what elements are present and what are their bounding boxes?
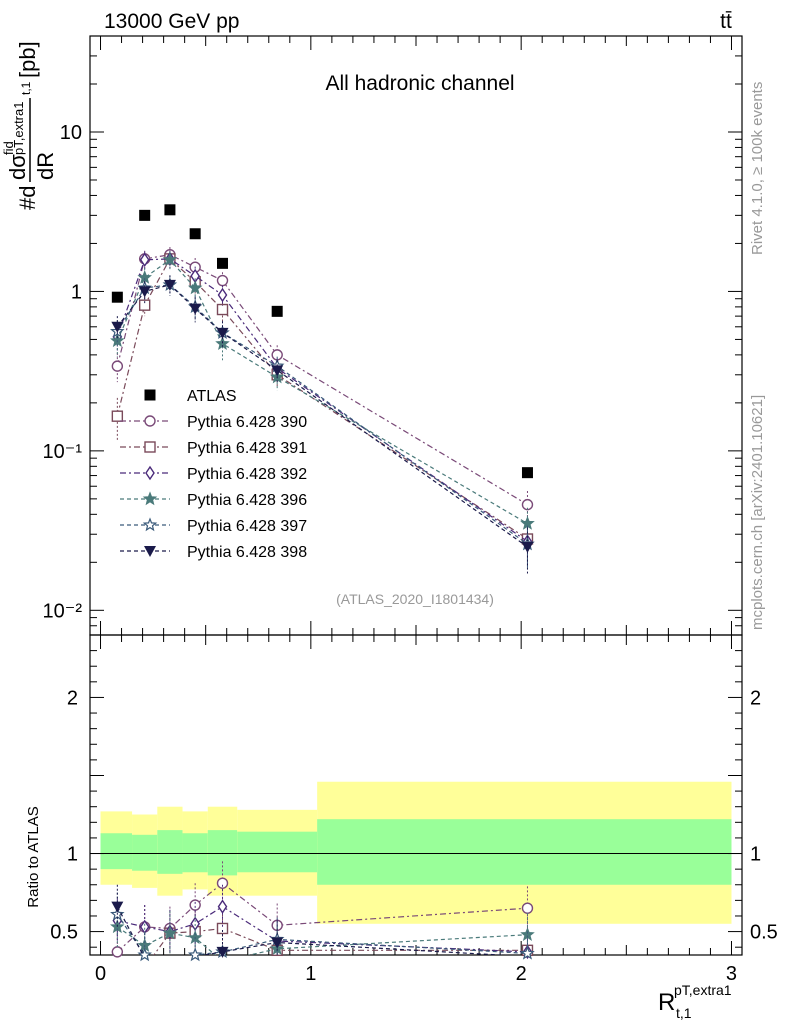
svg-text:pT,extra1: pT,extra1 <box>11 102 26 155</box>
data-point <box>189 303 202 315</box>
x-tick-label: 2 <box>516 963 527 985</box>
svg-text:pT,extra1: pT,extra1 <box>674 982 732 998</box>
stat-uncertainty-band <box>132 834 158 871</box>
x-tick-label: 0 <box>95 963 106 985</box>
energy-label: 13000 GeV pp <box>104 10 239 33</box>
svg-text:#d: #d <box>15 186 40 210</box>
stat-uncertainty-band <box>317 819 732 885</box>
y-tick-label: 10 <box>60 122 82 144</box>
data-point <box>163 279 176 291</box>
svg-text:R: R <box>658 989 675 1016</box>
legend-label: Pythia 6.428 391 <box>187 440 307 457</box>
legend-marker <box>142 491 158 506</box>
svg-text:dR: dR <box>33 152 58 180</box>
ratio-point <box>520 945 535 960</box>
data-point <box>189 228 201 240</box>
stat-uncertainty-band <box>207 830 238 876</box>
ratio-point <box>189 899 201 911</box>
ratio-y-tick-label: 0.5 <box>50 922 78 944</box>
y-tick-label: 10⁻¹ <box>43 441 83 463</box>
stat-uncertainty-band <box>100 833 133 870</box>
ratio-point <box>162 925 178 940</box>
ratio-ylabel: Ratio to ATLAS <box>25 806 42 907</box>
legend-label: ATLAS <box>187 388 237 405</box>
ratio-y-tick-label-right: 2 <box>750 687 761 709</box>
svg-text:t,1: t,1 <box>19 81 33 95</box>
data-point <box>217 257 229 269</box>
y-tick-label: 1 <box>71 281 82 303</box>
ratio-point <box>217 899 228 914</box>
data-point <box>271 305 283 317</box>
legend-label: Pythia 6.428 390 <box>187 414 307 431</box>
rivet-label: Rivet 4.1.0, ≥ 100k events <box>749 82 766 255</box>
data-point <box>521 467 533 479</box>
data-point <box>138 299 151 311</box>
ratio-point <box>271 937 284 949</box>
ratio-point <box>111 901 124 913</box>
ratio-point <box>137 947 152 962</box>
legend-marker <box>142 517 158 532</box>
ratio-y-tick-label: 1 <box>67 844 78 866</box>
ratio-y-tick-label-right: 1 <box>750 844 761 866</box>
data-point <box>111 321 124 333</box>
main-ylabel: #d dσ fid pT,extra1 dR t,1 [pb] <box>1 41 58 210</box>
svg-text:dσ: dσ <box>5 154 30 180</box>
data-point <box>111 291 123 303</box>
data-point <box>217 287 228 303</box>
data-point <box>111 360 124 372</box>
stat-uncertainty-band <box>237 831 318 873</box>
legend-label: Pythia 6.428 397 <box>187 518 307 535</box>
data-point <box>216 274 229 287</box>
mcplots-label: mcplots.cern.ch [arXiv:2401.10621] <box>749 395 766 630</box>
legend-marker <box>144 389 156 401</box>
ratio-point <box>216 946 229 958</box>
data-point <box>137 270 152 284</box>
y-tick-label: 10⁻² <box>43 600 83 622</box>
data-point <box>216 303 229 316</box>
data-point <box>162 252 178 266</box>
ratio-point <box>216 922 229 935</box>
legend-label: Pythia 6.428 398 <box>187 544 307 561</box>
ratio-point <box>111 946 124 958</box>
x-tick-label: 3 <box>726 963 737 985</box>
svg-text:t,1: t,1 <box>676 1005 692 1021</box>
legend-marker <box>144 546 156 557</box>
ratio-panel: 0 1 2 3 0.5 0.5 1 1 2 2 <box>50 634 778 985</box>
data-point <box>521 541 534 553</box>
analysis-label: (ATLAS_2020_I1801434) <box>336 591 494 607</box>
data-point <box>271 365 284 377</box>
data-point <box>139 209 151 221</box>
data-point <box>164 204 176 216</box>
stat-uncertainty-band <box>157 830 183 874</box>
ratio-y-tick-label: 2 <box>67 687 78 709</box>
ratio-point <box>216 877 229 889</box>
legend-label: Pythia 6.428 392 <box>187 466 307 483</box>
chart-title: All hadronic channel <box>325 72 514 95</box>
legend-marker <box>144 441 156 453</box>
x-axis-label: R pT,extra1 t,1 <box>658 982 732 1021</box>
data-point <box>111 410 124 422</box>
legend-label: Pythia 6.428 396 <box>187 492 307 509</box>
svg-text:[pb]: [pb] <box>15 41 40 78</box>
ratio-y-tick-label-right: 0.5 <box>750 922 778 944</box>
x-tick-label: 1 <box>305 963 316 985</box>
data-point <box>139 252 150 268</box>
data-point <box>216 327 229 339</box>
main-panel: 10⁻² 10⁻¹ 1 10 ATLAS Pythia 6.428 390 Pythia 6… <box>43 35 743 636</box>
legend-marker <box>144 415 156 427</box>
process-label: tt̄ <box>720 10 732 33</box>
stat-uncertainty-band <box>182 833 208 873</box>
data-point <box>187 280 203 295</box>
ratio-point <box>187 947 203 962</box>
legend-marker <box>145 465 155 481</box>
ratio-point <box>521 902 534 914</box>
data-point <box>138 286 151 298</box>
svg-text:fid: fid <box>1 141 16 155</box>
